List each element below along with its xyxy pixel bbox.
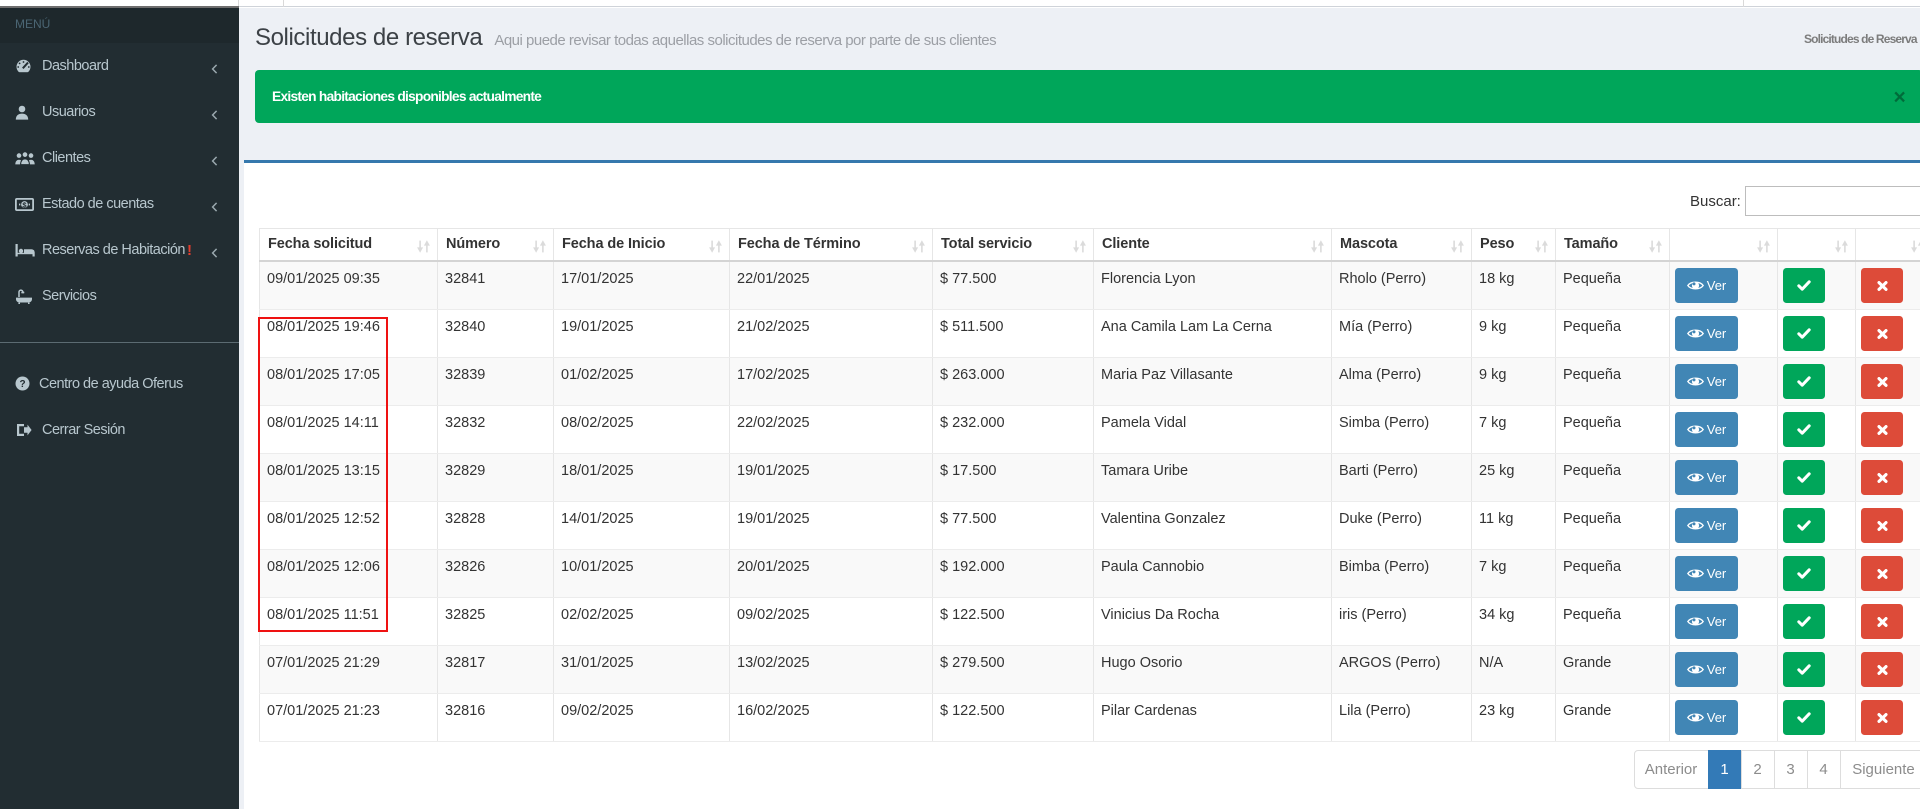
svg-text:$: $ bbox=[22, 200, 27, 209]
svg-text:?: ? bbox=[19, 379, 25, 390]
